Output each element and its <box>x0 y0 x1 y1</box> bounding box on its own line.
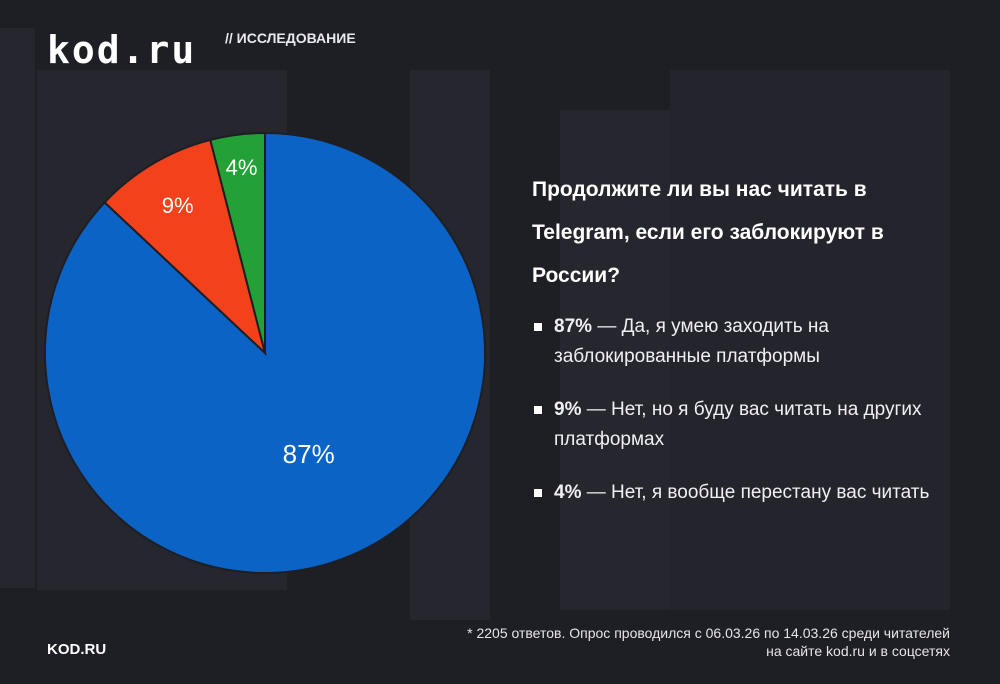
legend-value: 4% <box>554 482 582 503</box>
legend-item: 4% — Нет, я вообще перестану вас читать <box>534 478 954 508</box>
slice-label: 87% <box>283 439 335 469</box>
section-tag: // ИССЛЕДОВАНИЕ <box>225 30 356 46</box>
chart-title: Продолжите ли вы нас читать в Telegram, … <box>532 178 884 287</box>
pie-slice <box>209 131 266 354</box>
legend-text: — Да, я умею заходить на заблокированные… <box>554 316 829 367</box>
bg-block <box>560 110 670 610</box>
slice-label: 9% <box>162 193 194 218</box>
bullet-icon <box>534 406 542 414</box>
legend-value: 87% <box>554 316 593 337</box>
footnote: * 2205 ответов. Опрос проводился с 06.03… <box>467 624 950 660</box>
legend-value: 9% <box>554 399 582 420</box>
bullet-icon <box>534 323 542 331</box>
footnote-line: * 2205 ответов. Опрос проводился с 06.03… <box>467 625 950 641</box>
footnote-line: на сайте kod.ru и в соцсетях <box>766 643 950 659</box>
legend: 87% — Да, я умею заходить на заблокирова… <box>534 312 954 531</box>
legend-item: 87% — Да, я умею заходить на заблокирова… <box>534 312 954 372</box>
pie-slice <box>103 138 267 357</box>
bg-block <box>670 70 950 610</box>
bg-block <box>0 28 35 588</box>
legend-text: — Нет, но я буду вас читать на других пл… <box>554 399 922 450</box>
legend-text: — Нет, я вообще перестану вас читать <box>586 482 930 503</box>
site-link[interactable]: KOD.RU <box>47 641 107 658</box>
bullet-icon <box>534 489 542 497</box>
slice-label: 4% <box>226 155 258 180</box>
logo[interactable]: kod.ru <box>47 28 197 72</box>
legend-item: 9% — Нет, но я буду вас читать на других… <box>534 395 954 455</box>
